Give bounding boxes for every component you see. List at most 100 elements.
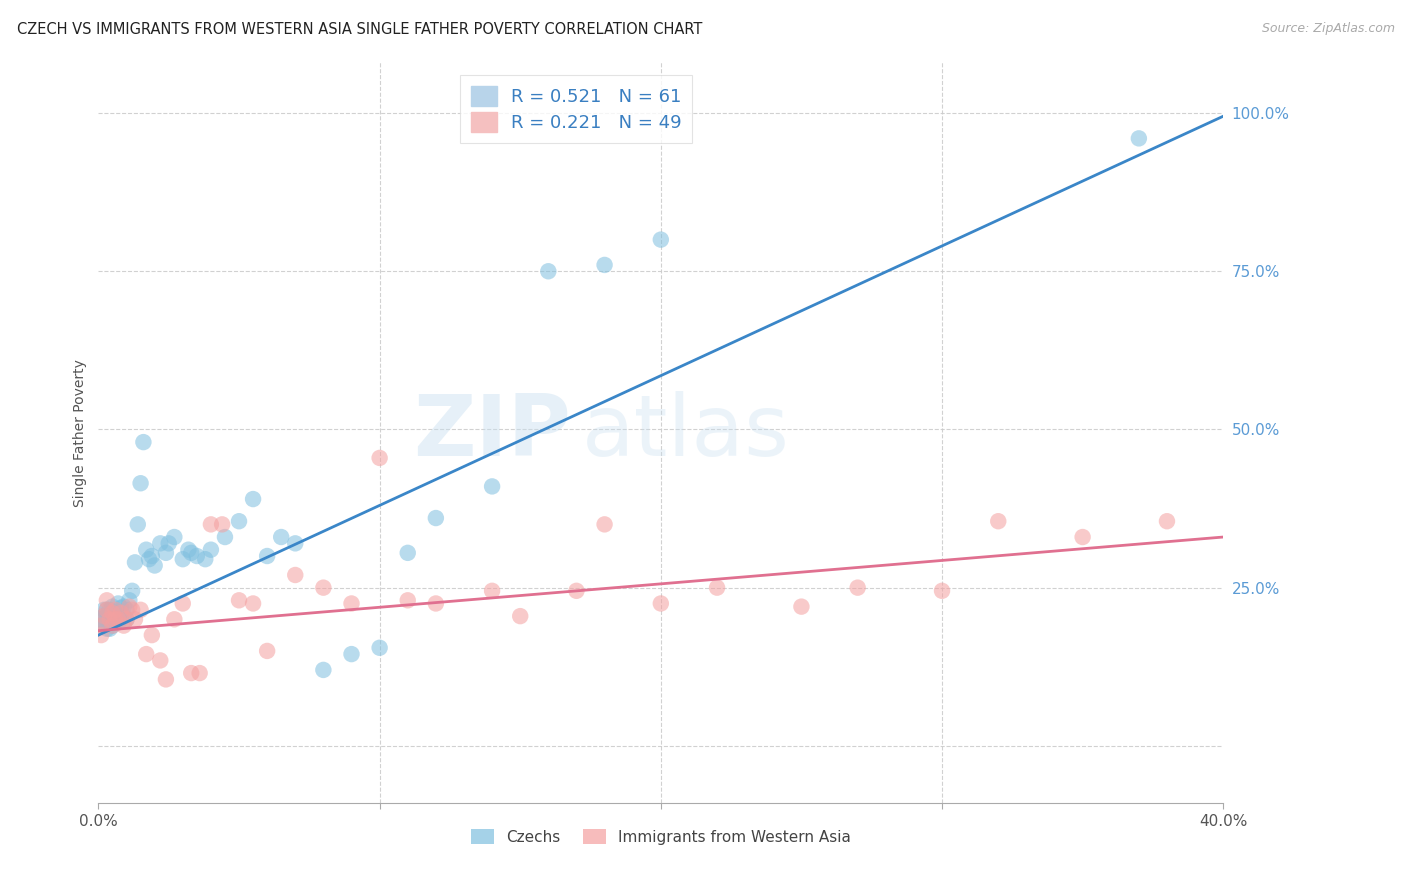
Point — [138, 552, 160, 566]
Point — [200, 517, 222, 532]
Point — [163, 612, 186, 626]
Point — [425, 511, 447, 525]
Text: CZECH VS IMMIGRANTS FROM WESTERN ASIA SINGLE FATHER POVERTY CORRELATION CHART: CZECH VS IMMIGRANTS FROM WESTERN ASIA SI… — [17, 22, 702, 37]
Point — [368, 640, 391, 655]
Point — [104, 612, 127, 626]
Point — [112, 609, 135, 624]
Point — [129, 603, 152, 617]
Point — [141, 628, 163, 642]
Point — [143, 558, 166, 573]
Point — [200, 542, 222, 557]
Point — [256, 644, 278, 658]
Point — [96, 603, 118, 617]
Point — [312, 663, 335, 677]
Point — [396, 593, 419, 607]
Point — [104, 615, 127, 630]
Text: atlas: atlas — [582, 391, 790, 475]
Point — [650, 597, 672, 611]
Point — [135, 542, 157, 557]
Point — [593, 258, 616, 272]
Point — [101, 599, 124, 614]
Point — [129, 476, 152, 491]
Point — [149, 536, 172, 550]
Point — [115, 603, 138, 617]
Point — [509, 609, 531, 624]
Point — [141, 549, 163, 563]
Point — [90, 612, 112, 626]
Point — [270, 530, 292, 544]
Point — [104, 606, 127, 620]
Point — [481, 583, 503, 598]
Point — [180, 546, 202, 560]
Point — [155, 546, 177, 560]
Point — [93, 609, 115, 624]
Point — [110, 606, 132, 620]
Point — [706, 581, 728, 595]
Point — [127, 517, 149, 532]
Point — [110, 601, 132, 615]
Point — [98, 622, 121, 636]
Point — [650, 233, 672, 247]
Point — [98, 612, 121, 626]
Point — [124, 555, 146, 569]
Point — [284, 568, 307, 582]
Point — [121, 583, 143, 598]
Point — [425, 597, 447, 611]
Point — [101, 609, 124, 624]
Point — [107, 615, 129, 630]
Point — [93, 609, 115, 624]
Point — [132, 435, 155, 450]
Point — [931, 583, 953, 598]
Point — [118, 593, 141, 607]
Point — [107, 612, 129, 626]
Point — [312, 581, 335, 595]
Point — [96, 622, 118, 636]
Point — [96, 593, 118, 607]
Point — [987, 514, 1010, 528]
Point — [115, 612, 138, 626]
Point — [1156, 514, 1178, 528]
Point — [211, 517, 233, 532]
Point — [396, 546, 419, 560]
Point — [96, 603, 118, 617]
Point — [194, 552, 217, 566]
Point — [790, 599, 813, 614]
Point — [340, 647, 363, 661]
Point — [121, 603, 143, 617]
Point — [90, 628, 112, 642]
Point — [98, 612, 121, 626]
Point — [368, 450, 391, 465]
Point — [124, 612, 146, 626]
Point — [149, 653, 172, 667]
Legend: Czechs, Immigrants from Western Asia: Czechs, Immigrants from Western Asia — [464, 823, 858, 851]
Point — [96, 612, 118, 626]
Point — [98, 603, 121, 617]
Point — [104, 603, 127, 617]
Point — [157, 536, 180, 550]
Point — [593, 517, 616, 532]
Point — [172, 597, 194, 611]
Point — [90, 618, 112, 632]
Point — [101, 618, 124, 632]
Point — [110, 612, 132, 626]
Point — [284, 536, 307, 550]
Point — [163, 530, 186, 544]
Point — [135, 647, 157, 661]
Point — [90, 618, 112, 632]
Point — [107, 597, 129, 611]
Point — [846, 581, 869, 595]
Point — [112, 599, 135, 614]
Point — [242, 597, 264, 611]
Point — [1071, 530, 1094, 544]
Text: ZIP: ZIP — [413, 391, 571, 475]
Point — [177, 542, 200, 557]
Point — [118, 599, 141, 614]
Point — [93, 603, 115, 617]
Point — [242, 491, 264, 506]
Point — [537, 264, 560, 278]
Point — [172, 552, 194, 566]
Text: Source: ZipAtlas.com: Source: ZipAtlas.com — [1261, 22, 1395, 36]
Point — [93, 618, 115, 632]
Point — [256, 549, 278, 563]
Point — [214, 530, 236, 544]
